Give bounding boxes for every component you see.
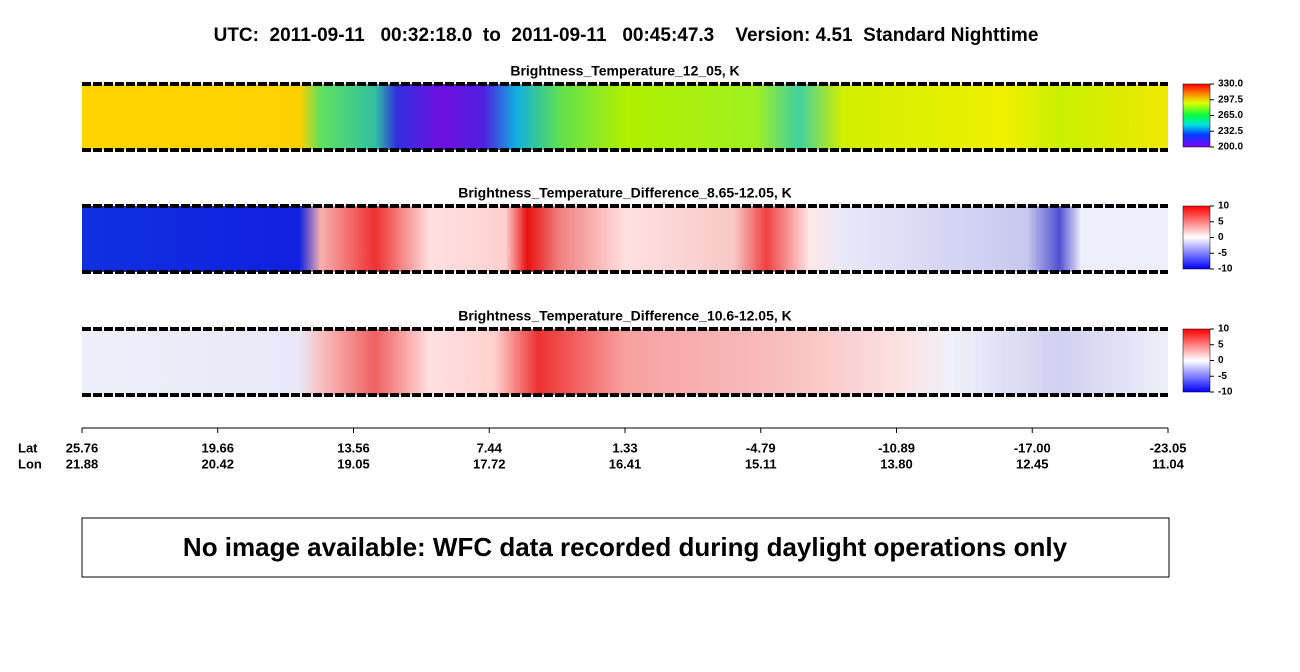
panel-title: Brightness_Temperature_12_05, K [510, 63, 739, 79]
colorbar-tick-label: 232.5 [1218, 126, 1243, 137]
lat-tick-label: -23.05 [1150, 440, 1187, 455]
lon-label: Lon [18, 456, 42, 471]
notice: No image available: WFC data recorded du… [183, 532, 1068, 562]
colorbar-tick-label: 0 [1218, 232, 1224, 243]
lat-tick-label: 19.66 [201, 440, 234, 455]
lon-tick-label: 12.45 [1016, 456, 1049, 471]
colorbar-tick-label: 5 [1218, 339, 1224, 350]
colorbar-tick-label: 200.0 [1218, 142, 1243, 153]
lat-tick-label: -10.89 [878, 440, 915, 455]
lon-tick-label: 15.11 [745, 456, 777, 471]
lon-tick-label: 17.72 [473, 456, 506, 471]
colorbar-tick-label: 297.5 [1218, 94, 1243, 105]
lon-tick-label: 19.05 [337, 456, 370, 471]
panel-title: Brightness_Temperature_Difference_10.6-1… [458, 308, 792, 324]
lon-tick-label: 21.88 [66, 456, 99, 471]
lat-tick-label: 13.56 [337, 440, 370, 455]
data-strip [82, 329, 1168, 395]
colorbar-tick-label: 10 [1218, 201, 1230, 212]
colorbar-tick-label: 265.0 [1218, 110, 1243, 121]
lat-tick-label: 7.44 [477, 440, 503, 455]
panel-title: Brightness_Temperature_Difference_8.65-1… [458, 185, 792, 201]
colorbar-tick-label: 330.0 [1218, 79, 1243, 90]
lat-label: Lat [18, 440, 38, 455]
lon-tick-label: 11.04 [1152, 456, 1185, 471]
lat-tick-label: 25.76 [66, 440, 99, 455]
lon-tick-label: 16.41 [609, 456, 642, 471]
colorbar-tick-label: -10 [1218, 264, 1233, 275]
colorbar [1182, 205, 1211, 270]
colorbar-tick-label: 10 [1218, 324, 1230, 335]
chart-title: UTC: 2011-09-11 00:32:18.0 to 2011-09-11… [214, 25, 1039, 46]
lat-tick-label: 1.33 [612, 440, 637, 455]
colorbar [1182, 83, 1211, 148]
colorbar-tick-label: 5 [1218, 216, 1224, 227]
colorbar-tick-label: -5 [1218, 371, 1227, 382]
colorbar-tick-label: -10 [1218, 387, 1233, 398]
lon-tick-label: 13.80 [880, 456, 913, 471]
colorbar-tick-label: -5 [1218, 248, 1227, 259]
colorbar-tick-label: 0 [1218, 355, 1224, 366]
lon-tick-label: 20.42 [201, 456, 234, 471]
lat-tick-label: -4.79 [746, 440, 776, 455]
lat-tick-label: -17.00 [1014, 440, 1051, 455]
colorbar [1182, 328, 1211, 393]
notice-box [81, 517, 1170, 578]
data-strip [82, 206, 1168, 272]
data-strip [82, 84, 1168, 150]
